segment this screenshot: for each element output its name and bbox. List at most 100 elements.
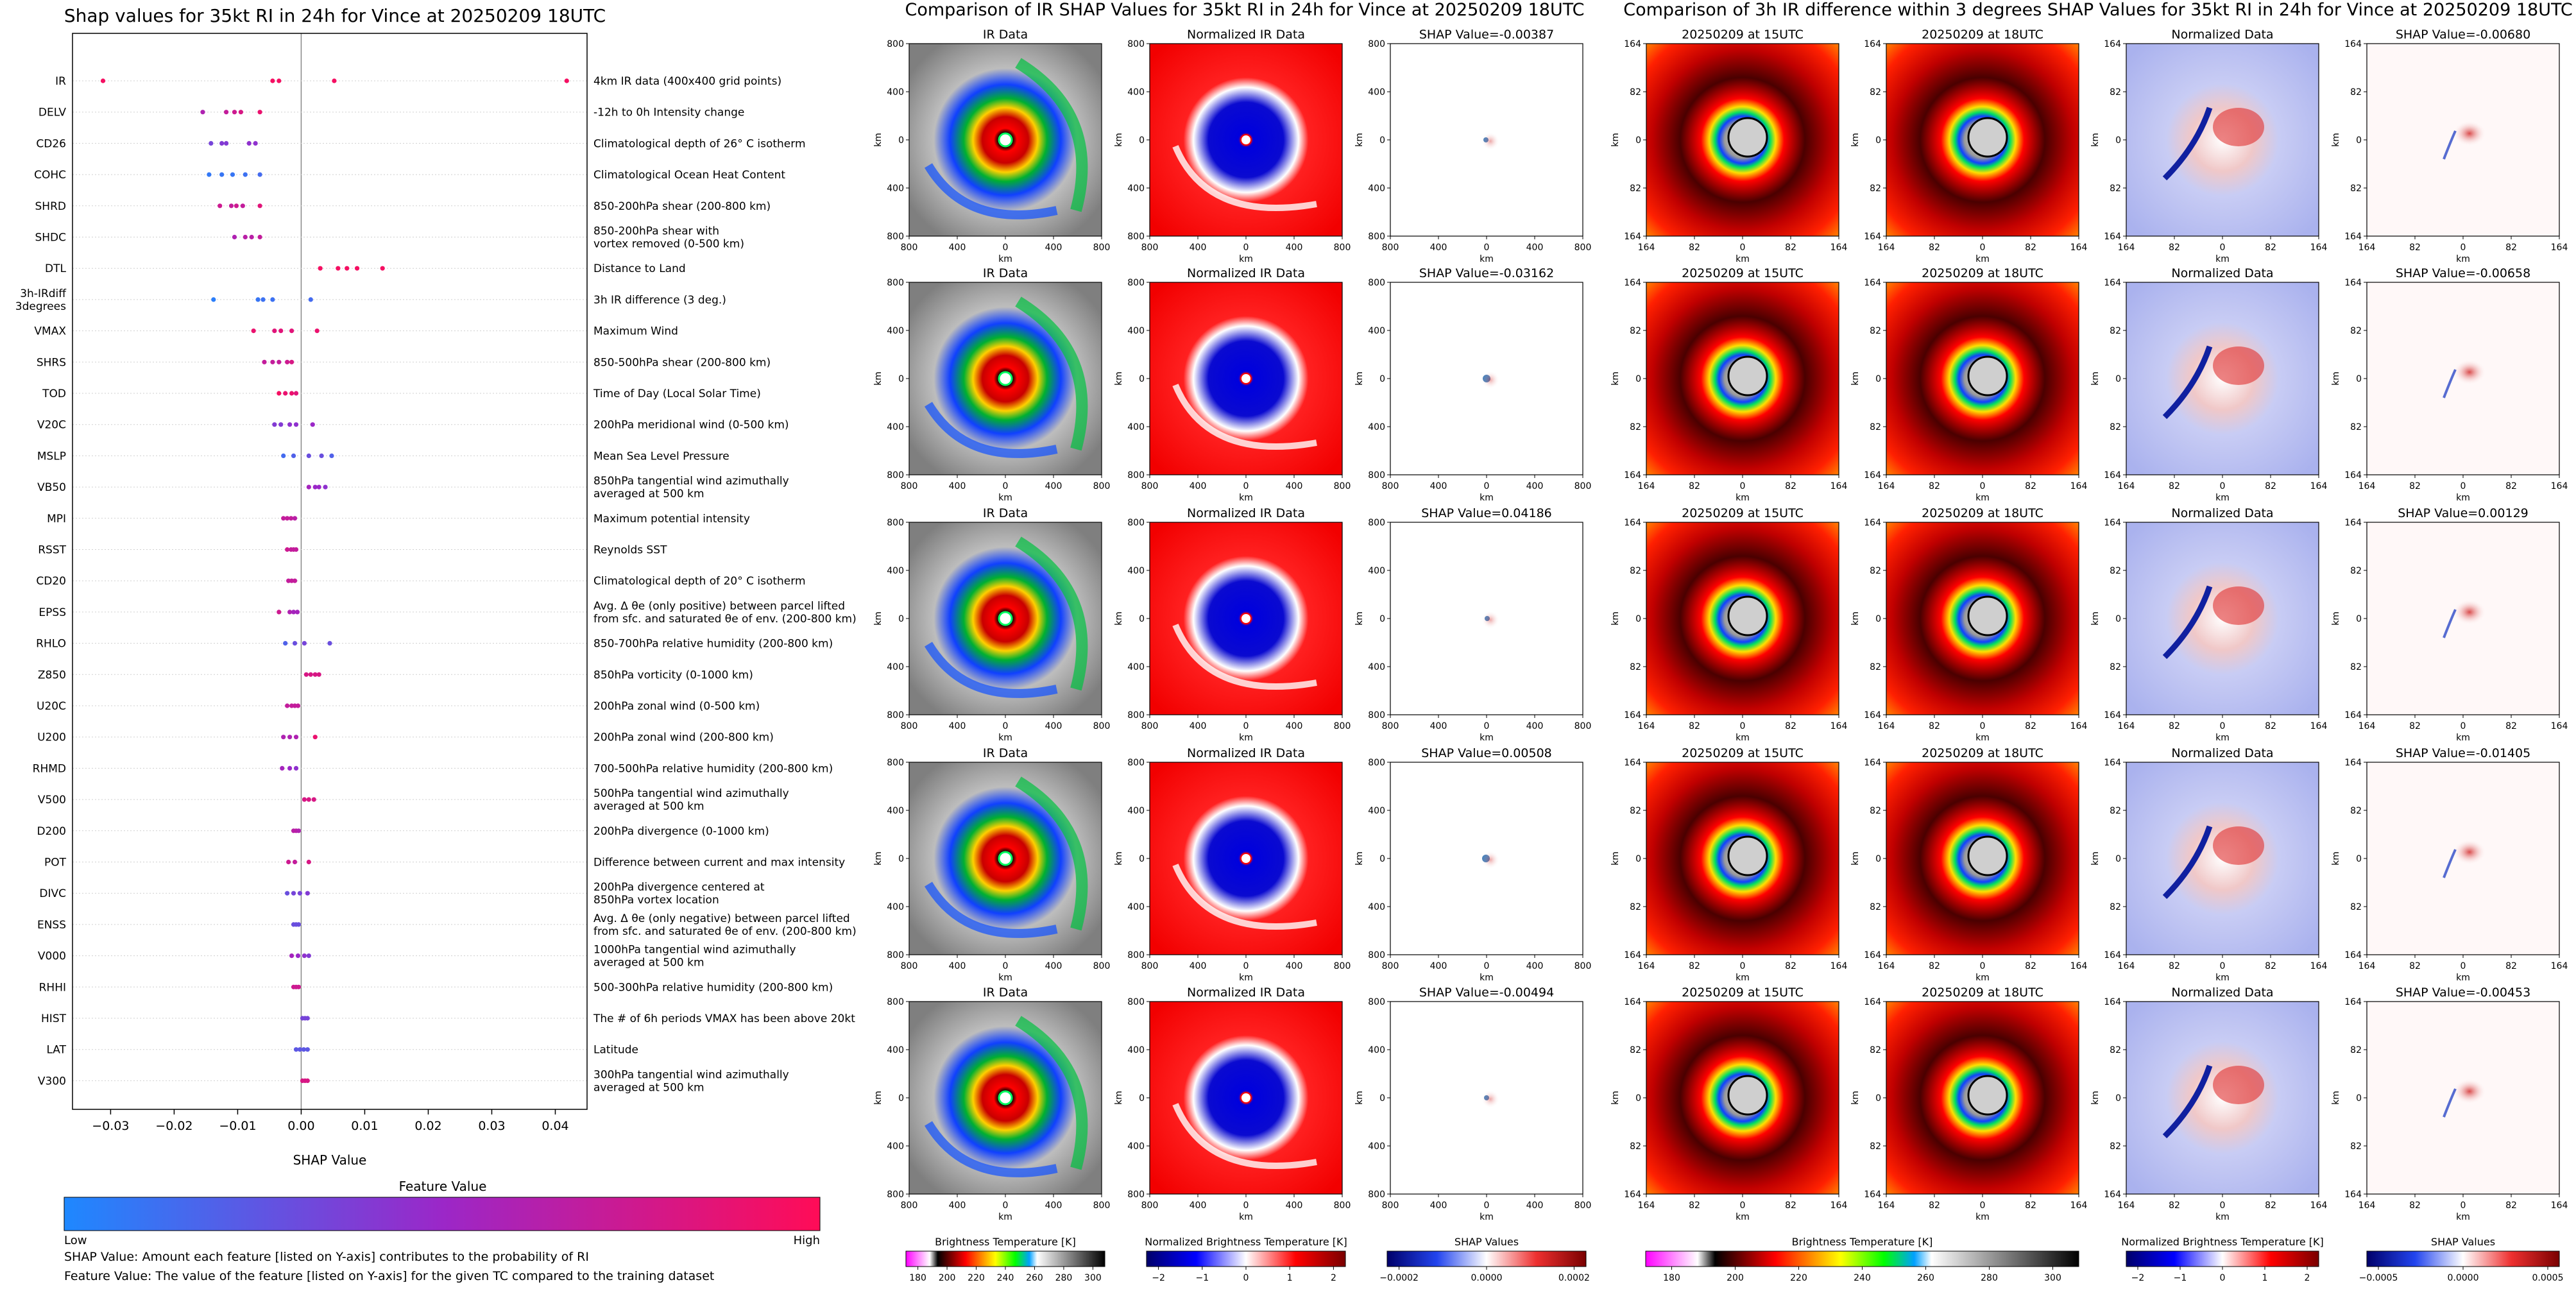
panel-y-tick-label: 82	[1870, 902, 1881, 912]
panel-y-tick-label: 0	[2115, 374, 2121, 384]
shap-point	[293, 1047, 299, 1052]
panel-y-label: km	[2090, 371, 2101, 386]
panel-y-tick-label: 164	[2104, 232, 2121, 242]
panel-y-tick-label: 0	[1139, 135, 1145, 146]
panel-y-tick-label: 800	[1368, 232, 1385, 242]
shap-point	[257, 234, 262, 240]
panel-title: SHAP Value=-0.00387	[1419, 28, 1554, 42]
panel-x-label: km	[998, 733, 1012, 743]
colorbar-tick-label: 0	[1243, 1273, 1249, 1283]
shap-value-note: SHAP Value: Amount each feature [listed …	[64, 1250, 589, 1264]
shap-cold-arc	[2443, 609, 2457, 638]
panel-y-tick-label: 82	[2110, 566, 2121, 576]
feature-name-label: V000	[38, 950, 66, 963]
panel-x-tick-label: 82	[2025, 1200, 2036, 1211]
panel-y-tick-label: 82	[2110, 902, 2121, 912]
shap-point	[285, 359, 290, 364]
colorbar-tick-label: 2	[1331, 1273, 1336, 1283]
panel-y-tick-label: 82	[2350, 184, 2362, 194]
warm-patch	[2213, 346, 2264, 385]
panel-y-label: km	[2090, 611, 2101, 626]
panel-x-tick-label: 0	[1003, 721, 1009, 731]
panel-y-label: km	[1114, 611, 1124, 626]
panel-x-tick-label: 164	[2310, 481, 2328, 491]
panel-x-tick-label: 400	[1286, 243, 1303, 253]
panel-x-label: km	[1480, 493, 1494, 503]
colorbar-tick-label: −0.0002	[1379, 1273, 1419, 1283]
panel-y-tick-label: 400	[887, 902, 904, 912]
feature-name-label: RHLO	[36, 638, 66, 651]
feature-description-label: Climatological depth of 20° C isotherm	[593, 575, 806, 588]
panel-y-tick-label: 82	[1630, 1141, 1641, 1152]
colorbar-tick-label: −1	[2174, 1273, 2187, 1283]
colorbar-tick-label: 200	[939, 1273, 956, 1283]
panel-x-tick-label: 0	[1740, 961, 1746, 971]
feature-name-label: MPI	[47, 513, 66, 525]
panel-x-label: km	[1975, 254, 1990, 264]
panel-x-tick-label: 164	[1830, 721, 1848, 731]
panel-y-tick-label: 82	[1630, 566, 1641, 576]
cold-arc	[2162, 345, 2213, 420]
bottom-colorbars: Brightness Temperature [K]180 200 220 240 26…	[905, 1236, 2564, 1283]
storm-eye	[1727, 1075, 1768, 1116]
shap-point	[285, 516, 290, 521]
feature-name-label: SHRS	[37, 356, 66, 369]
panel-x-tick-label: 0	[2220, 481, 2226, 491]
panel-x-tick-label: 400	[949, 961, 966, 971]
panel-y-tick-label: 164	[2344, 710, 2362, 721]
shap-point	[306, 953, 311, 959]
panel-x-label: km	[2456, 733, 2470, 743]
panel-y-tick-label: 800	[1127, 232, 1145, 242]
panel-x-tick-label: 800	[1334, 961, 1351, 971]
panel-x-tick-label: 800	[1334, 721, 1351, 731]
panel-x-label: km	[1736, 493, 1750, 503]
feature-name-label: IR	[55, 75, 66, 88]
feature-description-label: Maximum Wind	[593, 325, 678, 338]
panel-y-tick-label: 82	[2350, 902, 2362, 912]
panel-title: 20250209 at 18UTC	[1922, 986, 2043, 1000]
panel-x-tick-label: 82	[2505, 961, 2517, 971]
panel-x-label: km	[1239, 973, 1253, 983]
panel-y-tick-label: 400	[887, 184, 904, 194]
panel-y-tick-label: 800	[1127, 470, 1145, 481]
rainband	[1015, 536, 1088, 691]
panel-y-tick-label: 800	[887, 518, 904, 528]
rainband	[1015, 58, 1088, 212]
panel-x-tick-label: 800	[1093, 481, 1111, 491]
shap-point	[219, 172, 225, 177]
shap-point	[293, 765, 299, 771]
panel-x-tick-label: 800	[1141, 721, 1159, 731]
feature-description-label: 200hPa divergence (0-1000 km)	[593, 825, 769, 838]
storm-eye	[1240, 134, 1252, 146]
storm-eye	[998, 851, 1013, 866]
panel-y-tick-label: 400	[887, 566, 904, 576]
panel-y-tick-label: 0	[1379, 374, 1385, 384]
panel-x-tick-label: 0	[2220, 243, 2226, 253]
colorbar-tick-label: 200	[1727, 1273, 1744, 1283]
panel-y-tick-label: 0	[898, 135, 904, 146]
beeswarm-x-axis: IR 4km IR data (400x400 grid points) DELV -…	[15, 75, 857, 1133]
panel-y-tick-label: 800	[1127, 39, 1145, 49]
panel-y-tick-label: 0	[1875, 1093, 1881, 1104]
panel-y-tick-label: 82	[2350, 87, 2362, 98]
panel-y-label: km	[1850, 133, 1861, 147]
panel-x-tick-label: 800	[1382, 243, 1399, 253]
panel-x-tick-label: 82	[1929, 481, 1940, 491]
storm-eye	[998, 132, 1013, 148]
cold-arc	[2162, 825, 2213, 900]
x-tick-label: −0.01	[219, 1119, 256, 1133]
shap-point	[243, 172, 248, 177]
panel-y-tick-label: 164	[1624, 518, 1641, 528]
panel-y-tick-label: 0	[1379, 135, 1385, 146]
panel-y-tick-label: 0	[1379, 854, 1385, 864]
shap-cold-arc	[2443, 369, 2457, 398]
feature-description-label: 850-200hPa shear with vortex removed (0-5…	[593, 225, 744, 251]
shap-point	[302, 953, 307, 959]
panel-y-tick-label: 400	[1368, 1141, 1385, 1152]
colorbar-tick-label: 240	[1854, 1273, 1871, 1283]
feature-description-label: 850hPa vorticity (0-1000 km)	[593, 669, 753, 681]
shap-point	[278, 328, 284, 334]
